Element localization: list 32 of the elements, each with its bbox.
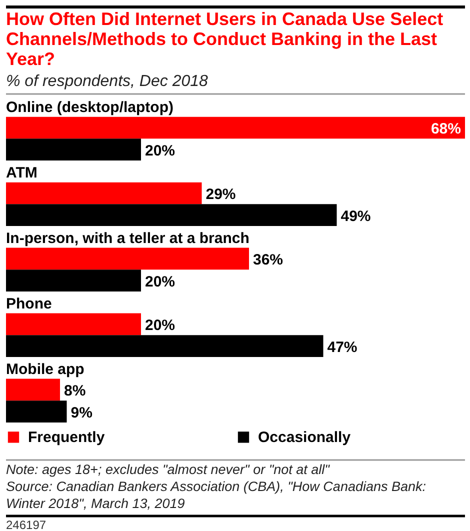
data-label: 9% [70,404,92,422]
chart-title: How Often Did Internet Users in Canada Use Select Channels/Methods to Conduct Banking in the Last Year? [6,9,444,69]
data-label: 20% [145,142,176,160]
chart-subtitle: % of respondents, Dec 2018 [6,73,208,90]
data-label: 68% [430,120,461,138]
text: Note: ages 18+; excludes "almost never" or "not at all" [6,462,331,477]
data-label: 47% [327,339,358,356]
bar [6,400,67,422]
legend-label: Occasionally [258,429,352,446]
data-label: 36% [253,252,284,269]
data-label: 20% [145,317,176,334]
data-label: 8% [64,382,86,400]
data-label: 49% [340,208,371,226]
data-label: 29% [206,186,236,204]
bar [6,138,141,160]
bar [6,335,324,357]
bar [6,248,249,270]
y-tick-label: Phone [6,295,52,312]
bar [6,182,202,204]
bar [6,313,141,336]
y-tick-label: Mobile app [6,360,84,378]
bar [6,270,141,292]
y-tick-label: ATM [6,164,38,182]
data-label: 20% [145,274,176,291]
bar [6,378,60,401]
legend-label: Frequently [28,429,106,446]
bar [6,204,337,226]
text: 246197 [6,518,46,531]
y-tick-label: In-person, with a teller at a branch [6,230,250,247]
source-note: Source: Canadian Bankers Association (CBA), "How Canadians Bank: Winter 2018", March 13, 2019 [6,479,426,511]
y-tick-label: Online (desktop/laptop) [6,98,174,116]
bar [6,116,465,139]
